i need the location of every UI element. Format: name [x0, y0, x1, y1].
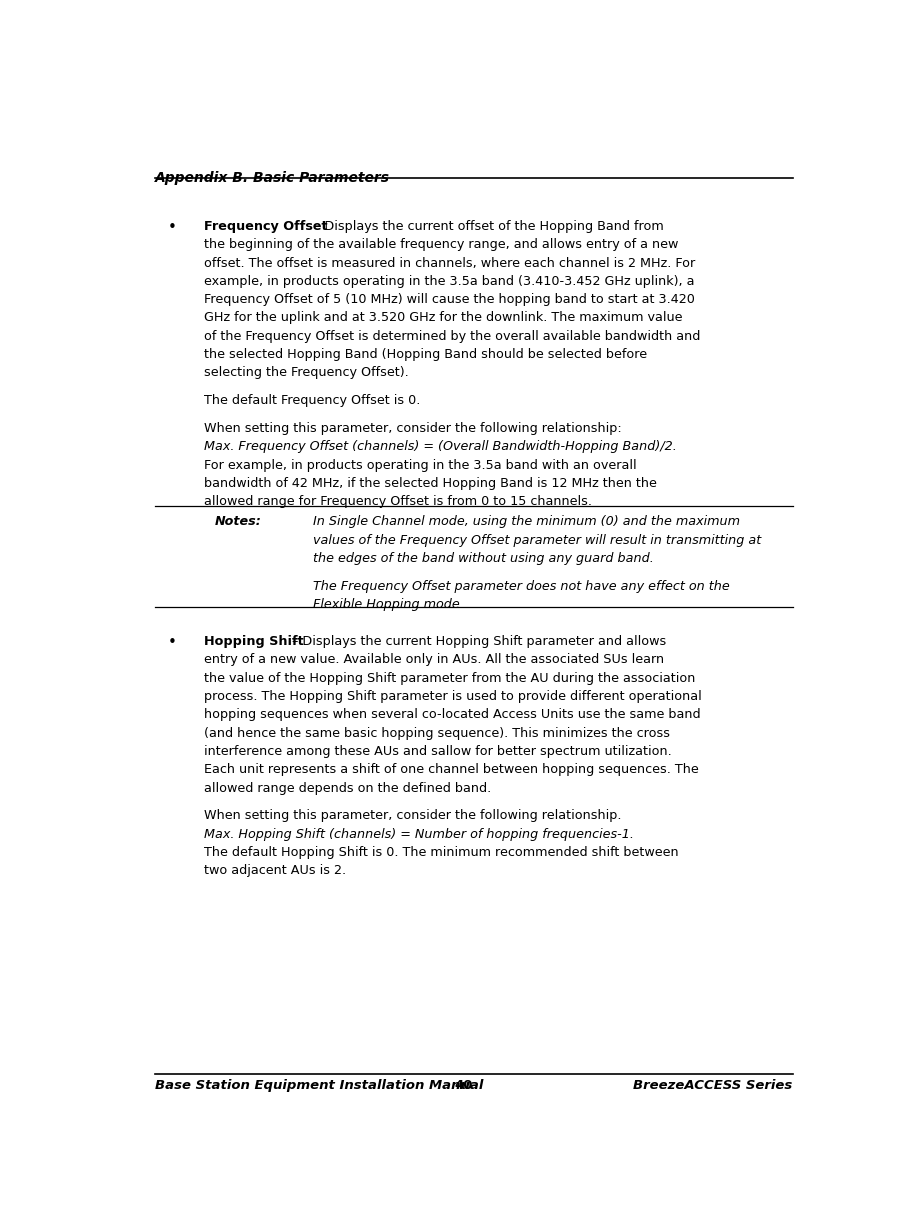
Text: example, in products operating in the 3.5a band (3.410-3.452 GHz uplink), a: example, in products operating in the 3.… — [204, 275, 694, 288]
Text: 40: 40 — [453, 1079, 472, 1093]
Text: the selected Hopping Band (Hopping Band should be selected before: the selected Hopping Band (Hopping Band … — [204, 349, 647, 361]
Text: When setting this parameter, consider the following relationship.: When setting this parameter, consider th… — [204, 809, 621, 822]
Text: (and hence the same basic hopping sequence). This minimizes the cross: (and hence the same basic hopping sequen… — [204, 727, 669, 739]
Text: In Single Channel mode, using the minimum (0) and the maximum: In Single Channel mode, using the minimu… — [312, 515, 739, 529]
Text: the beginning of the available frequency range, and allows entry of a new: the beginning of the available frequency… — [204, 238, 678, 251]
Text: Base Station Equipment Installation Manual: Base Station Equipment Installation Manu… — [155, 1079, 483, 1093]
Text: Notes:: Notes: — [214, 515, 261, 529]
Text: •: • — [168, 634, 177, 650]
Text: selecting the Frequency Offset).: selecting the Frequency Offset). — [204, 366, 408, 379]
Text: Max. Hopping Shift (channels) = Number of hopping frequencies-1.: Max. Hopping Shift (channels) = Number o… — [204, 828, 633, 840]
Text: allowed range for Frequency Offset is from 0 to 15 channels.: allowed range for Frequency Offset is fr… — [204, 495, 591, 509]
Text: hopping sequences when several co-located Access Units use the same band: hopping sequences when several co-locate… — [204, 708, 700, 721]
Text: offset. The offset is measured in channels, where each channel is 2 MHz. For: offset. The offset is measured in channe… — [204, 256, 694, 270]
Text: of the Frequency Offset is determined by the overall available bandwidth and: of the Frequency Offset is determined by… — [204, 330, 700, 342]
Text: Frequency Offset: Frequency Offset — [204, 221, 327, 233]
Text: process. The Hopping Shift parameter is used to provide different operational: process. The Hopping Shift parameter is … — [204, 690, 701, 703]
Text: two adjacent AUs is 2.: two adjacent AUs is 2. — [204, 864, 346, 877]
Text: •: • — [168, 221, 177, 235]
Text: Frequency Offset of 5 (10 MHz) will cause the hopping band to start at 3.420: Frequency Offset of 5 (10 MHz) will caus… — [204, 293, 694, 307]
Text: the value of the Hopping Shift parameter from the AU during the association: the value of the Hopping Shift parameter… — [204, 671, 694, 685]
Text: entry of a new value. Available only in AUs. All the associated SUs learn: entry of a new value. Available only in … — [204, 653, 664, 667]
Text: GHz for the uplink and at 3.520 GHz for the downlink. The maximum value: GHz for the uplink and at 3.520 GHz for … — [204, 312, 682, 324]
Text: The Frequency Offset parameter does not have any effect on the: The Frequency Offset parameter does not … — [312, 580, 729, 593]
Text: Hopping Shift: Hopping Shift — [204, 634, 303, 648]
Text: allowed range depends on the defined band.: allowed range depends on the defined ban… — [204, 781, 491, 795]
Text: Max. Frequency Offset (channels) = (Overall Bandwidth-Hopping Band)/2.: Max. Frequency Offset (channels) = (Over… — [204, 440, 676, 453]
Text: Appendix B. Basic Parameters: Appendix B. Basic Parameters — [155, 170, 389, 185]
Text: Each unit represents a shift of one channel between hopping sequences. The: Each unit represents a shift of one chan… — [204, 763, 698, 776]
Text: When setting this parameter, consider the following relationship:: When setting this parameter, consider th… — [204, 423, 621, 435]
Text: The default Frequency Offset is 0.: The default Frequency Offset is 0. — [204, 394, 420, 408]
Text: – Displays the current Hopping Shift parameter and allows: – Displays the current Hopping Shift par… — [292, 634, 666, 648]
Text: – Displays the current offset of the Hopping Band from: – Displays the current offset of the Hop… — [313, 221, 663, 233]
Text: interference among these AUs and sallow for better spectrum utilization.: interference among these AUs and sallow … — [204, 745, 671, 758]
Text: bandwidth of 42 MHz, if the selected Hopping Band is 12 MHz then the: bandwidth of 42 MHz, if the selected Hop… — [204, 477, 656, 490]
Text: Flexible Hopping mode.: Flexible Hopping mode. — [312, 598, 463, 611]
Text: For example, in products operating in the 3.5a band with an overall: For example, in products operating in th… — [204, 458, 636, 472]
Text: values of the Frequency Offset parameter will result in transmitting at: values of the Frequency Offset parameter… — [312, 533, 760, 547]
Text: The default Hopping Shift is 0. The minimum recommended shift between: The default Hopping Shift is 0. The mini… — [204, 846, 678, 859]
Text: the edges of the band without using any guard band.: the edges of the band without using any … — [312, 552, 653, 565]
Text: BreezeACCESS Series: BreezeACCESS Series — [633, 1079, 792, 1093]
